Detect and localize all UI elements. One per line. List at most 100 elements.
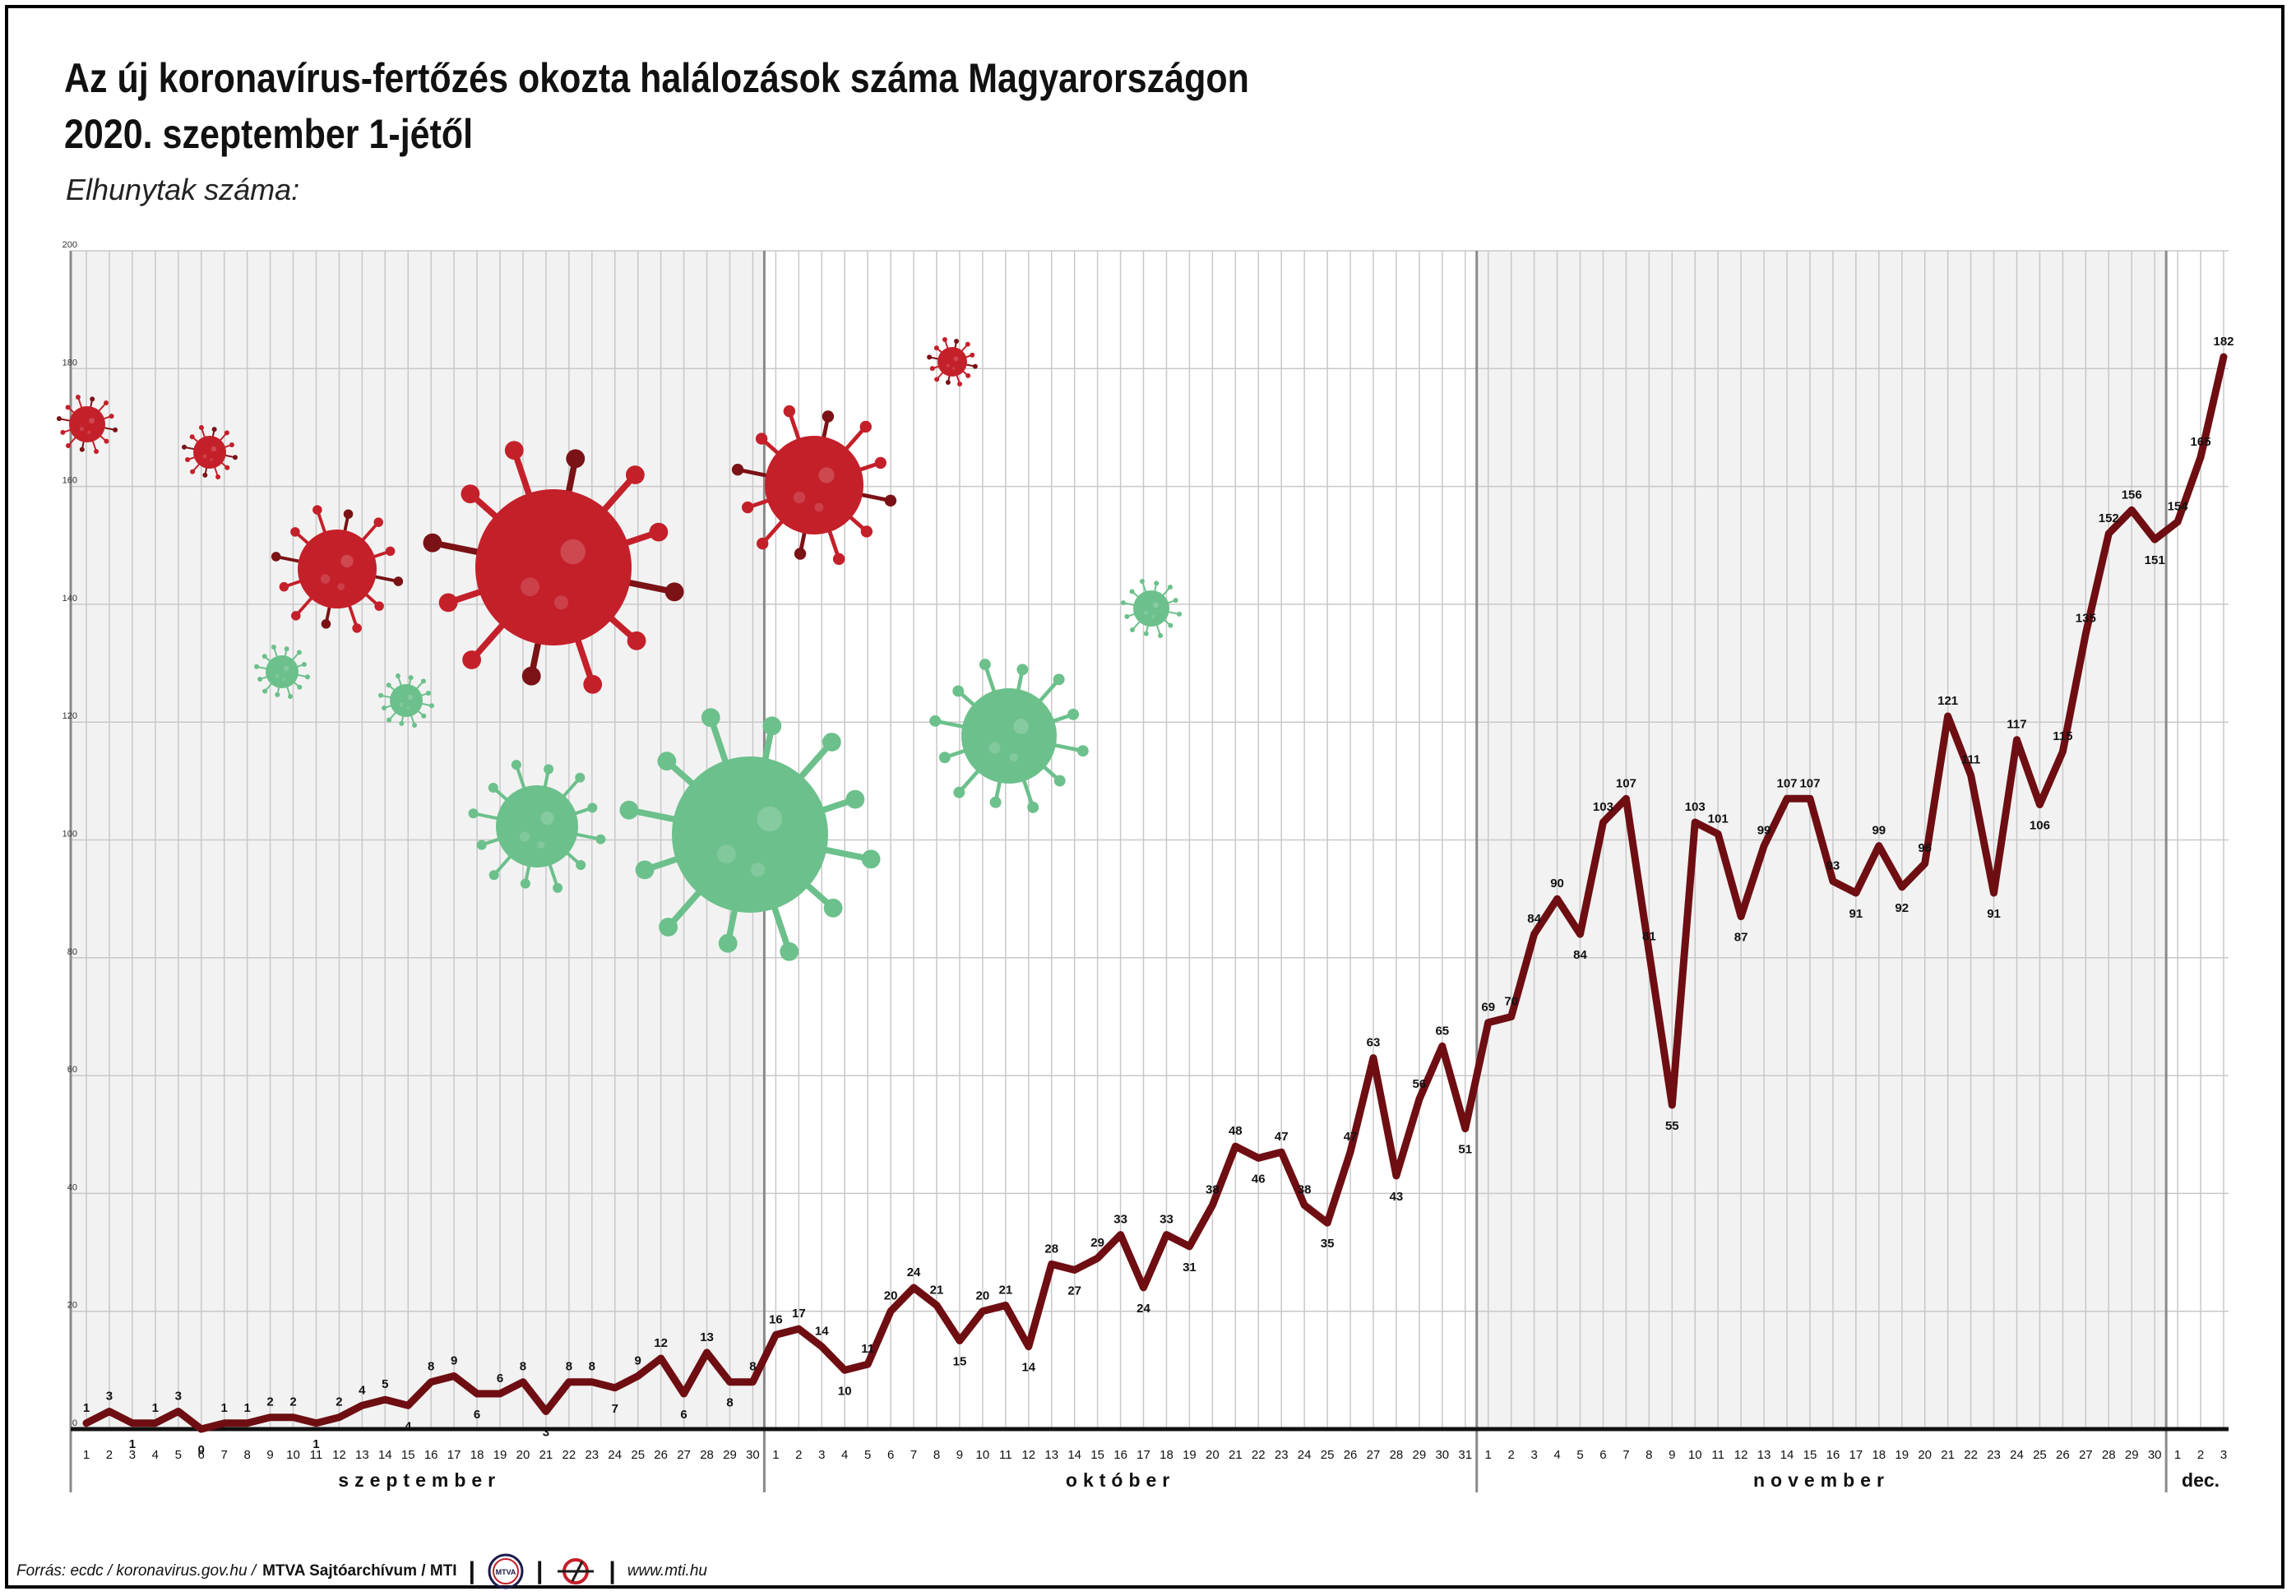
virus-spike-tip xyxy=(566,449,586,469)
virus-spike-tip xyxy=(185,457,191,463)
data-label: 63 xyxy=(1367,1036,1381,1050)
virus-spike-tip xyxy=(1139,579,1145,585)
virus-spike-tip xyxy=(211,427,217,433)
virus-spike-tip xyxy=(884,494,897,507)
x-tick-label: 1 xyxy=(2174,1448,2181,1462)
virus-spike-tip xyxy=(1027,801,1039,813)
data-label: 14 xyxy=(1021,1361,1035,1375)
virus-spike-tip xyxy=(874,456,886,470)
data-label: 103 xyxy=(1593,800,1613,814)
month-label: dec. xyxy=(2182,1469,2220,1491)
data-label: 9 xyxy=(451,1354,457,1368)
data-label: 152 xyxy=(2099,511,2119,525)
virus-spike-tip xyxy=(229,442,234,447)
footer-source: Forrás: ecdc / koronavirus.gov.hu / xyxy=(16,1562,257,1580)
x-tick-label: 28 xyxy=(700,1448,714,1462)
virus-spike-tip xyxy=(619,800,639,820)
virus-spike-tip xyxy=(476,840,487,850)
x-tick-label: 28 xyxy=(1390,1448,1404,1462)
virus-spike-tip xyxy=(701,708,720,728)
data-label: 11 xyxy=(861,1342,874,1356)
data-label: 38 xyxy=(1206,1183,1220,1197)
data-label: 8 xyxy=(726,1396,733,1410)
x-tick-label: 30 xyxy=(2148,1448,2162,1462)
virus-green-icon xyxy=(1120,579,1183,638)
virus-spike-tip xyxy=(860,525,873,538)
virus-spike-tip xyxy=(742,501,754,514)
x-tick-label: 6 xyxy=(198,1448,205,1462)
virus-spot xyxy=(1009,752,1019,762)
virus-spike-tip xyxy=(822,733,841,752)
x-tick-label: 26 xyxy=(2056,1448,2070,1462)
data-label: 9 xyxy=(635,1354,641,1368)
virus-spot xyxy=(818,467,835,483)
virus-spike-tip xyxy=(75,395,81,400)
data-label: 1 xyxy=(221,1401,228,1415)
virus-spike-tip xyxy=(412,722,418,728)
virus-spike-tip xyxy=(60,429,66,435)
mtva-logo-icon: MTVA xyxy=(488,1553,524,1589)
virus-green-icon xyxy=(929,659,1089,813)
virus-spike-tip xyxy=(215,474,221,479)
virus-spot xyxy=(946,363,950,368)
data-label: 70 xyxy=(1504,994,1518,1008)
virus-spike-tip xyxy=(649,522,669,542)
virus-spike-tip xyxy=(945,380,951,386)
x-tick-label: 28 xyxy=(2102,1448,2116,1462)
virus-spike-tip xyxy=(271,645,276,650)
x-tick-label: 9 xyxy=(1669,1448,1675,1462)
x-tick-label: 21 xyxy=(1941,1448,1955,1462)
x-tick-label: 11 xyxy=(999,1448,1012,1462)
x-tick-label: 4 xyxy=(1553,1448,1560,1462)
virus-spot xyxy=(275,673,280,678)
virus-spot xyxy=(953,356,959,362)
data-label: 24 xyxy=(1136,1302,1150,1316)
x-tick-label: 20 xyxy=(516,1448,530,1462)
virus-spike-tip xyxy=(929,715,942,727)
virus-spike-tip xyxy=(861,849,881,869)
x-tick-label: 16 xyxy=(1113,1448,1127,1462)
virus-spot xyxy=(210,458,213,461)
virus-spike-tip xyxy=(1154,581,1160,586)
x-tick-label: 27 xyxy=(2079,1448,2093,1462)
data-label: 90 xyxy=(1550,877,1564,891)
data-label: 15 xyxy=(953,1355,967,1369)
virus-spike-tip xyxy=(1016,664,1029,676)
x-tick-label: 20 xyxy=(1918,1448,1932,1462)
x-tick-label: 12 xyxy=(332,1448,346,1462)
virus-spike-tip xyxy=(1129,589,1135,594)
data-label: 1 xyxy=(243,1401,250,1415)
virus-spot xyxy=(717,844,736,864)
virus-spike-tip xyxy=(957,381,963,386)
y-tick-label: 140 xyxy=(62,594,77,604)
virus-spike-tip xyxy=(625,465,645,484)
virus-body xyxy=(390,684,423,717)
virus-spot xyxy=(537,841,545,849)
virus-body xyxy=(496,785,578,867)
data-label: 92 xyxy=(1895,901,1909,915)
data-label: 47 xyxy=(1344,1130,1358,1144)
data-label: 6 xyxy=(680,1408,687,1422)
data-label: 156 xyxy=(2122,488,2142,502)
virus-spike-tip xyxy=(965,372,971,378)
virus-spot xyxy=(1143,610,1149,616)
data-label: 8 xyxy=(520,1360,526,1374)
virus-spot xyxy=(1013,719,1029,734)
x-tick-label: 25 xyxy=(2033,1448,2047,1462)
x-tick-label: 5 xyxy=(864,1448,871,1462)
data-label: 8 xyxy=(749,1360,756,1374)
y-tick-label: 200 xyxy=(62,240,77,250)
virus-spike-tip xyxy=(521,666,541,686)
mti-logo-icon xyxy=(558,1558,595,1584)
data-label: 38 xyxy=(1298,1183,1312,1197)
month-label: október xyxy=(1066,1469,1175,1491)
data-label: 17 xyxy=(792,1307,806,1321)
x-tick-label: 13 xyxy=(1044,1448,1058,1462)
data-label: 4 xyxy=(359,1383,366,1397)
data-label: 21 xyxy=(930,1284,944,1298)
x-tick-label: 4 xyxy=(841,1448,848,1462)
data-label: 107 xyxy=(1799,776,1820,790)
virus-body xyxy=(298,530,377,608)
x-tick-label: 2 xyxy=(2197,1448,2204,1462)
